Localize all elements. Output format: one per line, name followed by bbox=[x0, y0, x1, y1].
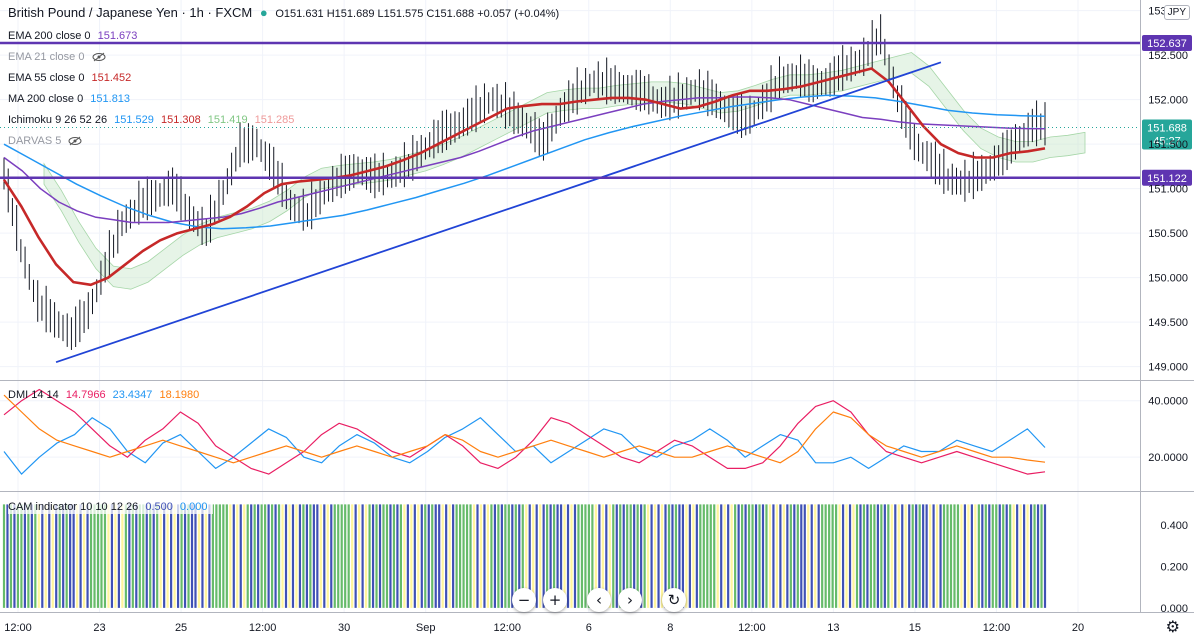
time-tick-label: 12:00 bbox=[738, 622, 766, 634]
reset-chart-button[interactable]: ↻ bbox=[662, 588, 686, 612]
legend-ma200[interactable]: MA 200 close 0 151.813 bbox=[8, 92, 134, 106]
gear-icon[interactable]: ⚙ bbox=[1165, 617, 1180, 636]
time-tick-label: 23 bbox=[93, 622, 105, 634]
time-tick-label: 13 bbox=[827, 622, 839, 634]
time-tick-label: 8 bbox=[667, 622, 673, 634]
legend-cam-label: CAM indicator 10 10 12 26 bbox=[8, 501, 139, 513]
legend-ema200-label: EMA 200 close 0 bbox=[8, 30, 91, 42]
cam-tick-label: 0.200 bbox=[1160, 561, 1188, 573]
price-tick-label: 149.000 bbox=[1148, 362, 1188, 374]
legend-ichimoku-v2: 151.308 bbox=[160, 114, 201, 126]
legend-ichimoku-v4: 151.285 bbox=[254, 114, 295, 126]
dmi-minus-line bbox=[3, 388, 1046, 475]
zoom-out-button[interactable]: − bbox=[512, 588, 536, 612]
price-tick-label: 152.000 bbox=[1148, 95, 1188, 107]
market-status-icon: ● bbox=[259, 5, 268, 20]
price-series bbox=[2, 14, 1046, 364]
time-tick-label: 25 bbox=[175, 622, 187, 634]
legend-ema55-label: EMA 55 close 0 bbox=[8, 72, 85, 84]
cam-tick-label: 0.000 bbox=[1160, 603, 1188, 615]
legend-cam-v2: 0.000 bbox=[179, 501, 208, 513]
legend-ema21-label: EMA 21 close 0 bbox=[8, 51, 85, 63]
ema200-line bbox=[3, 96, 1046, 224]
legend-ema200[interactable]: EMA 200 close 0 151.673 bbox=[8, 29, 141, 43]
axes bbox=[0, 0, 1194, 613]
ichimoku-cloud bbox=[43, 52, 1086, 290]
time-tick-label: 30 bbox=[338, 622, 350, 634]
countdown-text: 45:27 bbox=[1153, 135, 1181, 147]
price-tick-label: 152.500 bbox=[1148, 50, 1188, 62]
trendline bbox=[55, 61, 942, 364]
time-tick-label: 12:00 bbox=[493, 622, 521, 634]
legend-dmi-v3: 18.1980 bbox=[159, 389, 200, 401]
time-tick-label: 12:00 bbox=[4, 622, 32, 634]
legend-ichimoku-v3: 151.419 bbox=[207, 114, 248, 126]
legend-ema55-value: 151.452 bbox=[91, 72, 132, 84]
legend-cam-v1: 0.500 bbox=[145, 501, 173, 513]
legend-dmi-label: DMI 14 14 bbox=[8, 389, 59, 401]
legend-dmi-v2: 23.4347 bbox=[112, 389, 153, 401]
price-tick-label: 150.500 bbox=[1148, 228, 1188, 240]
legend-ma200-value: 151.813 bbox=[90, 93, 131, 105]
dmi-tick-label: 40.0000 bbox=[1148, 396, 1188, 408]
ema55-line bbox=[2, 67, 1046, 287]
zoom-in-button[interactable]: + bbox=[543, 588, 567, 612]
legend-ma200-label: MA 200 close 0 bbox=[8, 93, 84, 105]
price-axis-labels: 149.000 149.500 150.000 150.500 151.000 151.5… bbox=[1148, 6, 1188, 615]
price-tick-label: 149.500 bbox=[1148, 317, 1188, 329]
symbol-title: British Pound / Japanese Yen · 1h · FXCM bbox=[8, 5, 253, 20]
level-price-tag bbox=[1142, 34, 1192, 51]
dmi-plus-line bbox=[3, 417, 1046, 475]
currency-selector[interactable]: JPY bbox=[1163, 5, 1190, 20]
ichimoku-cloud-area bbox=[43, 52, 1086, 290]
eye-crossed-icon[interactable] bbox=[68, 136, 82, 146]
time-tick-label: 12:00 bbox=[249, 622, 277, 634]
last-price-tag bbox=[1142, 119, 1192, 150]
cam-tick-label: 0.400 bbox=[1160, 520, 1188, 532]
scroll-right-button[interactable]: › bbox=[618, 588, 642, 612]
time-tick-label: 6 bbox=[586, 622, 592, 634]
grid bbox=[0, 0, 1140, 612]
time-tick-label: Sep bbox=[416, 622, 436, 634]
legend-dmi-v1: 14.7966 bbox=[65, 389, 106, 401]
price-tick-label: 151.500 bbox=[1148, 139, 1188, 151]
adx-line bbox=[3, 394, 1046, 464]
legend-ema200-value: 151.673 bbox=[97, 30, 138, 42]
ma200-line bbox=[3, 94, 1046, 230]
symbol-legend: British Pound / Japanese Yen · 1h · FXCM… bbox=[8, 6, 563, 21]
time-tick-label: 12:00 bbox=[983, 622, 1011, 634]
legend-ichimoku[interactable]: Ichimoku 9 26 52 26 151.529 151.308 151.… bbox=[8, 113, 298, 127]
ohlc-values: O151.631 H151.689 L151.575 C151.688 +0.0… bbox=[275, 8, 560, 20]
level-price-text: 151.122 bbox=[1147, 173, 1187, 185]
level-price-text: 152.637 bbox=[1147, 38, 1187, 50]
time-axis-labels: 12:00 23 25 12:00 30 Sep 12:00 6 8 12:00 13 15 12:00… bbox=[4, 622, 1084, 634]
legend-darvas-label: DARVAS 5 bbox=[8, 135, 62, 147]
scroll-left-button[interactable]: ‹ bbox=[587, 588, 611, 612]
legend-ichimoku-v1: 151.529 bbox=[114, 114, 154, 126]
legend-darvas[interactable]: DARVAS 5 bbox=[8, 134, 82, 148]
legend-ema21[interactable]: EMA 21 close 0 bbox=[8, 50, 106, 64]
legend-ema55[interactable]: EMA 55 close 0 151.452 bbox=[8, 71, 135, 85]
dmi-tick-label: 20.0000 bbox=[1148, 452, 1188, 464]
last-price-text: 151.688 bbox=[1147, 122, 1187, 134]
dmi-series bbox=[3, 388, 1046, 475]
legend-cam[interactable]: CAM indicator 10 10 12 26 0.500 0.000 bbox=[8, 500, 214, 514]
time-tick-label: 20 bbox=[1072, 622, 1084, 634]
cam-bars bbox=[2, 504, 1047, 608]
time-tick-label: 15 bbox=[909, 622, 921, 634]
eye-crossed-icon[interactable] bbox=[92, 52, 106, 62]
legend-dmi[interactable]: DMI 14 14 14.7966 23.4347 18.1980 bbox=[8, 388, 203, 402]
level-price-tag bbox=[1142, 169, 1192, 186]
legend-ichimoku-label: Ichimoku 9 26 52 26 bbox=[8, 114, 108, 126]
price-tick-label: 150.000 bbox=[1148, 273, 1188, 285]
price-tick-label: 151.000 bbox=[1148, 184, 1188, 196]
